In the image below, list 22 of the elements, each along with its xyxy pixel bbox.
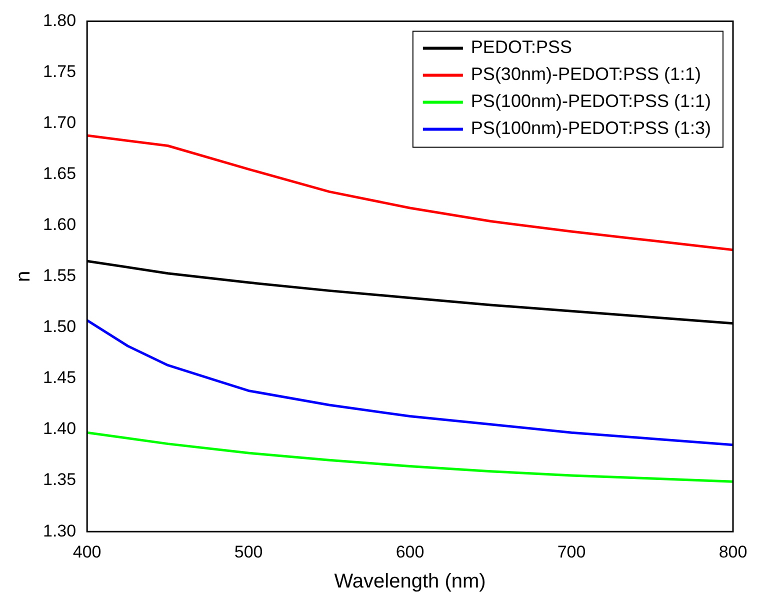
x-tick-label: 800 — [718, 542, 748, 562]
y-tick-label: 1.80 — [42, 10, 76, 30]
legend-label: PS(100nm)-PEDOT:PSS (1:3) — [470, 118, 712, 138]
y-tick-label: 1.35 — [42, 470, 76, 490]
legend-label: PEDOT:PSS — [470, 37, 572, 58]
y-tick-label: 1.50 — [42, 317, 76, 336]
y-tick-label: 1.60 — [42, 215, 76, 234]
y-tick-label: 1.45 — [42, 368, 76, 388]
y-tick-label: 1.40 — [42, 419, 76, 438]
y-tick-label: 1.30 — [42, 521, 76, 540]
x-tick-label: 500 — [234, 542, 263, 562]
y-axis-title: n — [12, 270, 35, 282]
y-tick-label: 1.70 — [42, 112, 76, 132]
y-tick-label: 1.65 — [42, 164, 76, 184]
x-axis-title: Wavelength (nm) — [334, 570, 486, 593]
x-tick-label: 400 — [72, 542, 102, 562]
x-tick-label: 700 — [557, 542, 586, 562]
x-tick-label: 600 — [396, 542, 424, 562]
legend-label: PS(30nm)-PEDOT:PSS (1:1) — [470, 64, 701, 84]
legend-label: PS(100nm)-PEDOT:PSS (1:1) — [470, 91, 712, 112]
y-tick-label: 1.55 — [42, 266, 76, 286]
y-tick-label: 1.75 — [42, 62, 76, 81]
